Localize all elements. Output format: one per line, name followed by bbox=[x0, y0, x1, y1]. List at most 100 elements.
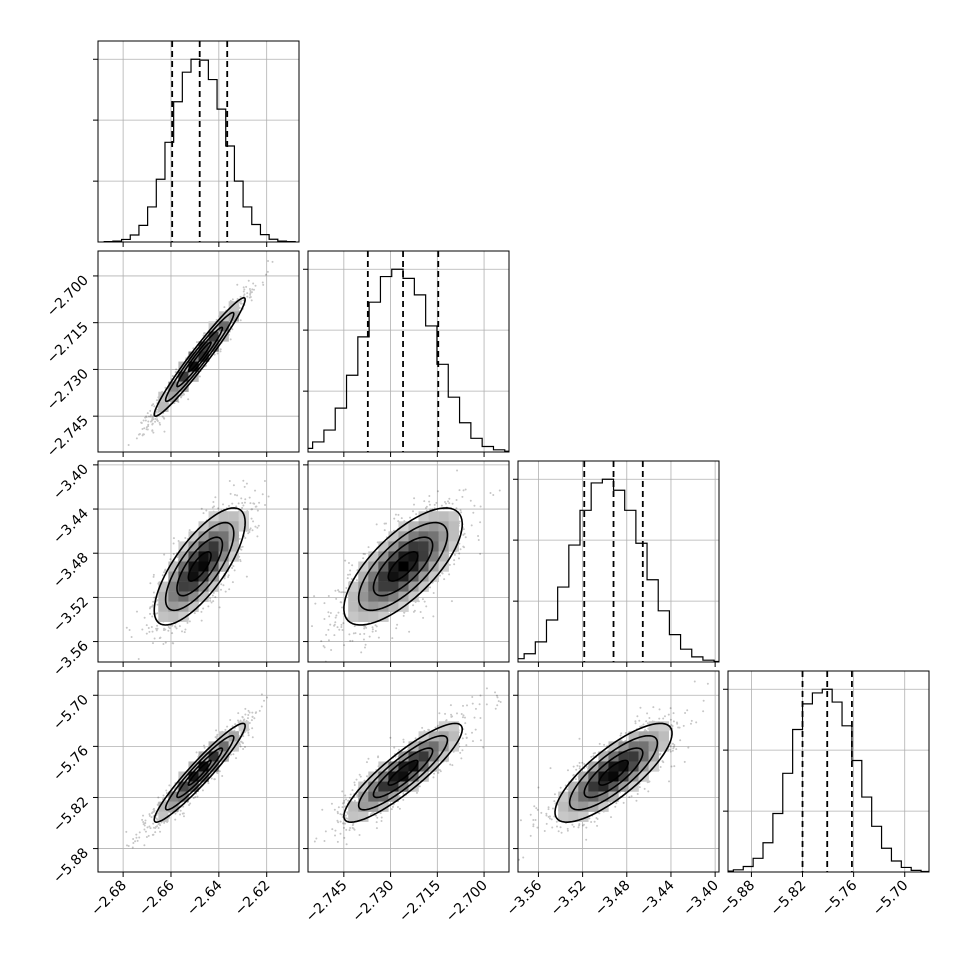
scatter-point bbox=[215, 729, 218, 732]
scatter-point bbox=[458, 520, 461, 523]
density-cell bbox=[408, 551, 419, 562]
scatter-point bbox=[151, 416, 154, 419]
density-cell bbox=[218, 561, 229, 572]
scatter-point bbox=[252, 520, 255, 523]
density-cell bbox=[158, 611, 169, 622]
panel-frame bbox=[517, 460, 720, 663]
density-cell bbox=[388, 601, 399, 612]
scatter-point bbox=[194, 796, 197, 799]
scatter-point bbox=[453, 553, 456, 556]
scatter-point bbox=[413, 609, 416, 612]
scatter-point bbox=[159, 423, 162, 426]
density-cell bbox=[358, 611, 369, 622]
density-cell bbox=[358, 591, 369, 602]
scatter-point bbox=[254, 489, 257, 492]
scatter-point bbox=[146, 412, 149, 415]
scatter-point bbox=[252, 502, 255, 505]
scatter-point bbox=[243, 501, 246, 504]
scatter-point bbox=[155, 629, 158, 632]
scatter-point bbox=[264, 273, 267, 276]
scatter-point bbox=[159, 830, 162, 833]
scatter-point bbox=[338, 628, 341, 631]
scatter-point bbox=[441, 572, 444, 575]
scatter-point bbox=[155, 399, 158, 402]
scatter-point bbox=[429, 508, 432, 511]
scatter-point bbox=[360, 651, 363, 654]
scatter-point bbox=[443, 578, 446, 581]
scatter-point bbox=[152, 591, 155, 594]
scatter-point bbox=[156, 418, 159, 421]
y-tick-label: −2.715 bbox=[44, 319, 92, 367]
scatter-point bbox=[128, 629, 131, 632]
scatter-point bbox=[130, 665, 132, 667]
density-cell bbox=[188, 571, 199, 582]
scatter-point bbox=[347, 573, 350, 576]
scatter-point bbox=[458, 552, 461, 555]
scatter-point bbox=[184, 537, 187, 540]
scatter-point bbox=[155, 410, 158, 413]
scatter-point bbox=[359, 633, 362, 636]
density-cell bbox=[158, 591, 169, 602]
scatter-point bbox=[174, 371, 177, 374]
scatter-point bbox=[224, 590, 227, 593]
scatter-point bbox=[163, 430, 166, 433]
scatter-point bbox=[155, 411, 158, 414]
scatter-point bbox=[243, 485, 246, 488]
scatter-point bbox=[175, 627, 178, 630]
density-cell bbox=[438, 531, 449, 542]
scatter-point bbox=[237, 502, 240, 505]
scatter-point bbox=[151, 604, 154, 607]
scatter-point bbox=[180, 396, 183, 399]
scatter-point bbox=[334, 589, 337, 592]
scatter-point bbox=[251, 288, 254, 291]
scatter-point bbox=[148, 612, 151, 615]
scatter-point bbox=[172, 537, 175, 540]
scatter-point bbox=[240, 497, 243, 500]
scatter-point bbox=[151, 630, 154, 633]
scatter-point bbox=[211, 594, 214, 597]
scatter-point bbox=[138, 836, 141, 839]
scatter-point bbox=[222, 584, 225, 587]
scatter-point bbox=[323, 646, 326, 649]
scatter-point bbox=[172, 642, 175, 645]
scatter-point bbox=[154, 412, 157, 415]
scatter-point bbox=[229, 492, 232, 495]
density-cell bbox=[398, 561, 409, 572]
density-cell bbox=[188, 551, 199, 562]
scatter-point bbox=[172, 542, 175, 545]
density-cell bbox=[178, 571, 189, 582]
contour-line bbox=[153, 507, 246, 626]
density-cell bbox=[168, 571, 179, 582]
scatter-point bbox=[151, 423, 154, 426]
density-cell bbox=[378, 551, 389, 562]
density-cell bbox=[408, 531, 419, 542]
scatter-point bbox=[425, 505, 428, 508]
scatter-point bbox=[242, 479, 245, 482]
scatter-point bbox=[489, 491, 492, 494]
scatter-point bbox=[362, 557, 365, 560]
scatter-point bbox=[150, 404, 153, 407]
scatter-point bbox=[329, 664, 331, 666]
scatter-point bbox=[229, 338, 232, 341]
scatter-point bbox=[436, 490, 439, 493]
scatter-point bbox=[200, 610, 203, 613]
scatter-point bbox=[239, 300, 242, 303]
scatter-point bbox=[348, 633, 351, 636]
scatter-point bbox=[239, 547, 242, 550]
density-cell bbox=[188, 561, 199, 572]
scatter-point bbox=[448, 502, 451, 505]
scatter-point bbox=[393, 529, 396, 532]
scatter-point bbox=[440, 504, 443, 507]
density-cell bbox=[198, 591, 209, 602]
panel-2-2 bbox=[518, 461, 719, 662]
contour-line bbox=[176, 536, 224, 597]
scatter-point bbox=[145, 426, 148, 429]
density-cell bbox=[378, 561, 389, 572]
scatter-point bbox=[248, 496, 251, 499]
scatter-point bbox=[150, 419, 153, 422]
scatter-point bbox=[244, 536, 247, 539]
density-cell bbox=[368, 591, 379, 602]
y-tick-label: −2.700 bbox=[44, 272, 92, 320]
density-cell bbox=[448, 531, 459, 542]
scatter-point bbox=[443, 501, 446, 504]
